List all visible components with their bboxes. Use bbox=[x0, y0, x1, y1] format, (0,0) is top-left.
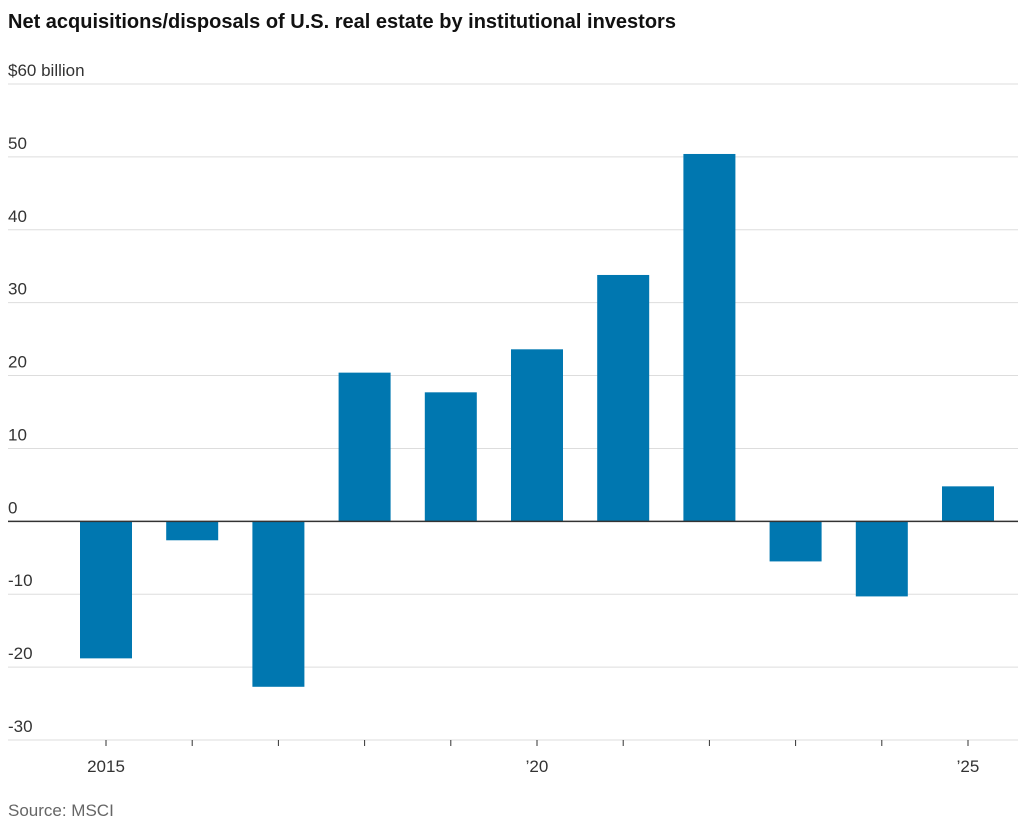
x-tick-label: ’20 bbox=[526, 757, 549, 776]
x-tick-label: 2015 bbox=[87, 757, 125, 776]
bar bbox=[424, 392, 477, 522]
x-tick-label: ’25 bbox=[957, 757, 980, 776]
bar bbox=[511, 349, 563, 522]
chart-title: Net acquisitions/disposals of U.S. real … bbox=[8, 11, 676, 33]
bar bbox=[80, 521, 132, 659]
bar bbox=[252, 521, 305, 687]
y-tick-label: -30 bbox=[8, 717, 33, 736]
y-tick-label: $60 billion bbox=[8, 61, 85, 80]
y-tick-label: 40 bbox=[8, 207, 27, 226]
bar bbox=[769, 521, 822, 562]
bar bbox=[338, 372, 391, 522]
y-tick-label: -20 bbox=[8, 644, 33, 663]
bar bbox=[683, 153, 736, 522]
source-note: Source: MSCI bbox=[8, 801, 114, 820]
bar bbox=[942, 486, 994, 522]
bar bbox=[166, 521, 219, 541]
y-tick-label: 50 bbox=[8, 134, 27, 153]
bar bbox=[855, 521, 908, 597]
y-tick-label: -10 bbox=[8, 571, 33, 590]
y-tick-label: 30 bbox=[8, 280, 27, 299]
y-tick-label: 20 bbox=[8, 353, 27, 372]
y-tick-label: 0 bbox=[8, 498, 17, 517]
bar bbox=[597, 274, 650, 522]
y-tick-label: 10 bbox=[8, 425, 27, 444]
